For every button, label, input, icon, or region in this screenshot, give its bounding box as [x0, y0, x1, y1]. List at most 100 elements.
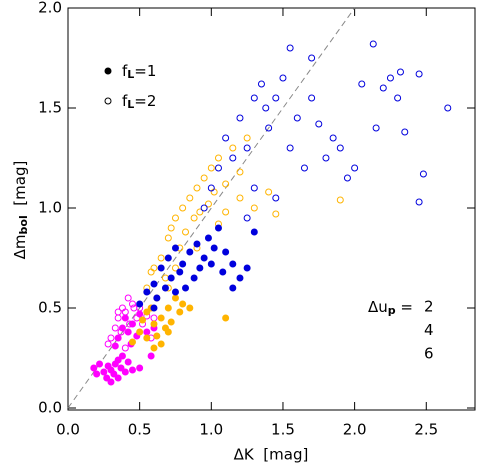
data-point	[236, 274, 244, 282]
data-point	[118, 352, 126, 360]
data-point	[182, 228, 190, 236]
data-point	[444, 104, 452, 112]
y-axis-label-sub: bol	[17, 215, 30, 234]
data-point	[358, 80, 366, 88]
data-point	[143, 334, 151, 342]
data-point	[415, 70, 423, 78]
data-point	[186, 194, 194, 202]
legend-label-main: f	[122, 62, 128, 80]
data-point	[229, 284, 237, 292]
data-point	[167, 274, 175, 282]
data-point	[308, 54, 316, 62]
data-point	[200, 254, 208, 262]
data-point	[179, 260, 187, 268]
data-point	[139, 316, 147, 324]
y-tick-label: 1.5	[38, 99, 62, 117]
data-point	[136, 364, 144, 372]
data-point	[96, 360, 104, 368]
data-point	[222, 134, 230, 142]
data-point	[153, 332, 161, 340]
data-point	[128, 366, 136, 374]
data-point	[222, 180, 230, 188]
data-point	[114, 314, 122, 322]
data-point	[157, 340, 165, 348]
data-point	[150, 304, 158, 312]
data-point	[272, 210, 280, 218]
color-legend-title-tail: =	[396, 298, 413, 316]
data-point	[136, 328, 144, 336]
data-point	[336, 196, 344, 204]
y-axis-label-tail: [mag]	[11, 161, 29, 216]
data-point	[114, 356, 122, 364]
data-point	[121, 314, 129, 322]
data-point	[179, 204, 187, 212]
data-point	[124, 294, 132, 302]
data-point	[164, 328, 172, 336]
legend-label: fL=2	[122, 92, 156, 112]
data-point	[114, 374, 122, 382]
data-point	[107, 334, 115, 342]
data-point	[229, 154, 237, 162]
data-point	[128, 338, 136, 346]
data-point	[200, 174, 208, 182]
data-point	[121, 308, 129, 316]
data-point	[176, 308, 184, 316]
data-point	[236, 194, 244, 202]
legend-label-tail: =1	[134, 62, 156, 80]
data-point	[204, 200, 212, 208]
data-point	[265, 124, 273, 132]
color-legend-entry: 6	[424, 345, 434, 363]
data-point	[143, 328, 151, 336]
data-point	[207, 260, 215, 268]
data-point	[190, 274, 198, 282]
y-tick-label: 1.0	[38, 199, 62, 217]
data-point	[394, 94, 402, 102]
legend-label: fL=1	[122, 62, 156, 82]
color-legend-entry: 4	[424, 321, 434, 339]
data-point	[196, 208, 204, 216]
data-point	[179, 300, 187, 308]
data-point	[219, 268, 227, 276]
data-point	[210, 244, 218, 252]
data-point	[419, 170, 427, 178]
data-point	[126, 320, 134, 328]
data-point	[369, 40, 377, 48]
data-point	[236, 168, 244, 176]
x-tick-label: 2.5	[414, 421, 438, 439]
data-point	[322, 154, 330, 162]
legend-label-tail: =2	[134, 92, 156, 110]
data-point	[171, 214, 179, 222]
data-point	[229, 260, 237, 268]
data-point	[204, 234, 212, 242]
data-point	[124, 328, 132, 336]
y-tick-label: 2.0	[38, 0, 62, 17]
data-point	[171, 244, 179, 252]
data-point	[118, 324, 126, 332]
x-tick-label: 1.5	[271, 421, 295, 439]
data-point	[243, 144, 251, 152]
data-point	[150, 314, 158, 322]
x-tick-label: 2.0	[343, 421, 367, 439]
data-point	[164, 304, 172, 312]
data-point	[207, 184, 215, 192]
data-point	[279, 74, 287, 82]
data-point	[128, 300, 136, 308]
data-point	[250, 184, 258, 192]
data-point	[262, 104, 270, 112]
data-point	[150, 320, 158, 328]
y-axis-label-main: Δm	[11, 234, 29, 259]
data-point	[121, 344, 129, 352]
data-point	[103, 374, 111, 382]
data-point	[336, 144, 344, 152]
data-point	[236, 114, 244, 122]
data-point	[143, 288, 151, 296]
data-point	[161, 284, 169, 292]
data-point	[372, 124, 380, 132]
data-point	[200, 204, 208, 212]
data-point	[157, 314, 165, 322]
color-legend-title-main: Δu	[368, 298, 388, 316]
data-point	[117, 364, 125, 372]
data-point	[315, 120, 323, 128]
data-point	[124, 358, 132, 366]
